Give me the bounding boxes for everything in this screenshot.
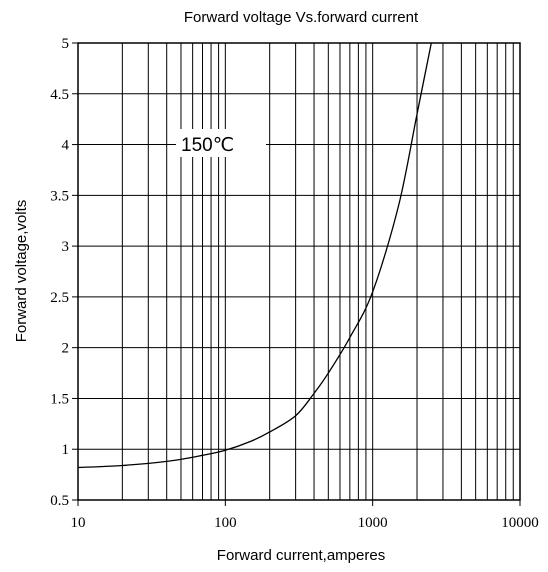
y-tick-label: 2.5 — [50, 290, 69, 306]
annotation: 150℃ — [176, 129, 266, 157]
y-tick-label: 0.5 — [50, 493, 69, 509]
series-line — [77, 42, 432, 469]
annotation-background — [176, 129, 266, 157]
x-axis-label: Forward current,amperes — [217, 547, 385, 564]
y-tick-label: 3 — [62, 239, 70, 255]
y-tick-label: 1.5 — [50, 391, 69, 407]
y-tick-label: 3.5 — [50, 188, 69, 204]
y-tick-label: 4.5 — [50, 87, 69, 103]
x-tick-label: 100 — [214, 515, 237, 531]
series-layer — [77, 42, 432, 469]
chart-title: Forward voltage Vs.forward current — [184, 9, 419, 26]
grid — [78, 43, 520, 500]
y-tick-label: 2 — [62, 341, 70, 357]
x-tick-label: 10 — [71, 515, 86, 531]
y-axis-label: Forward voltage,volts — [13, 200, 30, 343]
x-tick-label: 1000 — [358, 515, 388, 531]
axis-ticks: 0.5 1 1.5 2 2.5 3 3.5 4 4.5 5 10 100 1000 10000 — [50, 36, 539, 531]
y-tick-label: 1 — [62, 442, 70, 458]
x-tick-label: 10000 — [501, 515, 539, 531]
y-tick-label: 5 — [62, 36, 70, 52]
y-tick-label: 4 — [62, 138, 70, 154]
plot-area — [77, 42, 521, 501]
annotation-label: 150℃ — [181, 135, 234, 156]
